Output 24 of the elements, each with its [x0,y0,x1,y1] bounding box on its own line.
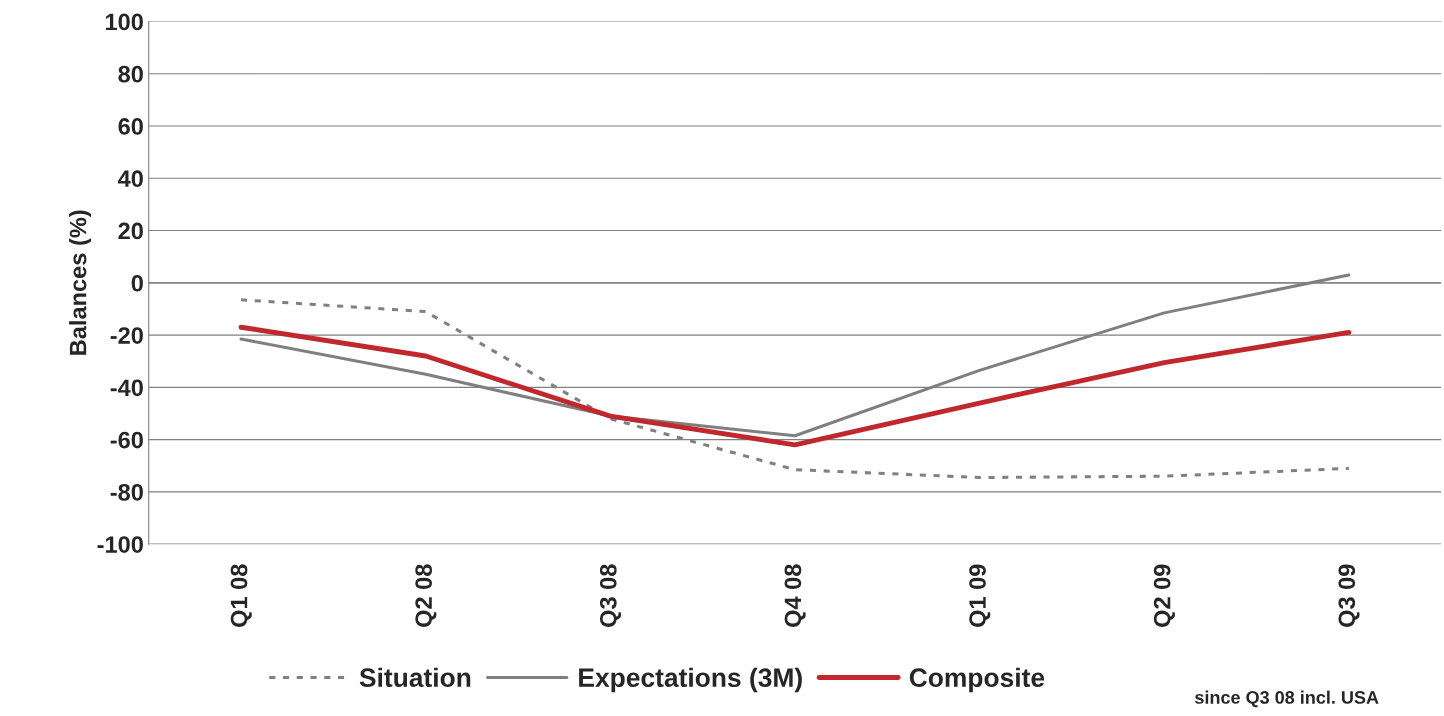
y-tick-label: 100 [105,13,143,31]
x-tick-label: Q1 09 [969,564,991,627]
y-tick-label: 20 [118,222,143,240]
y-tick-label: -100 [97,536,143,553]
y-tick-label: 80 [118,65,143,83]
y-tick-label: -20 [110,327,143,344]
x-tick-label: Q3 08 [599,564,622,627]
line-series [238,324,1352,448]
y-tick-label: 40 [117,170,143,188]
y-tick-label: -40 [110,379,143,397]
y-tick-label: -60 [110,431,143,449]
y-tick-label: 60 [118,118,143,135]
y-axis-title: Balances (%) [69,210,92,355]
x-tick-label: Q4 08 [784,564,806,627]
legend-label: Composite [909,667,1045,693]
x-tick-label: Q2 09 [1153,564,1175,627]
y-tick-label: -80 [110,483,143,501]
x-tick-label: Q2 08 [415,564,437,627]
legend-label: Expectations (3M) [579,667,802,693]
x-tick-label: Q1 08 [230,564,252,627]
x-tick-label: Q3 09 [1338,564,1360,627]
text: since Q3 08 incl. USA [1195,690,1379,708]
y-tick-label: 0 [131,274,143,292]
legend-label: Situation [359,667,471,688]
